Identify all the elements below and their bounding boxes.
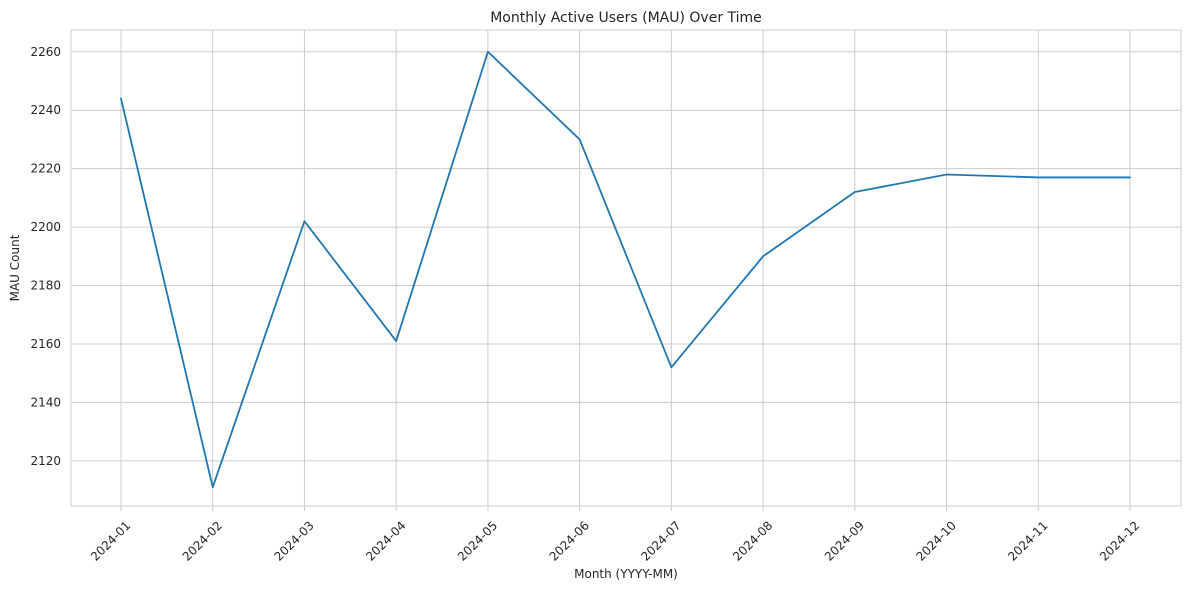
y-axis-title: MAU Count: [8, 234, 22, 301]
grid: [71, 30, 1181, 506]
x-tick-label: 2024-01: [88, 518, 133, 563]
y-tick-label: 2140: [30, 395, 61, 409]
x-tick-label: 2024-10: [914, 518, 959, 563]
x-axis: 2024-01 2024-02 2024-03 2024-04 2024-05 2024-…: [88, 506, 1142, 564]
x-tick-label: 2024-05: [455, 518, 500, 563]
y-axis: 2120 2140 2160 2180 2200 2220 2240 2260: [30, 45, 61, 468]
x-tick-label: 2024-04: [363, 518, 408, 563]
x-tick-label: 2024-03: [271, 518, 316, 563]
x-tick-label: 2024-02: [180, 518, 225, 563]
x-tick-label: 2024-11: [1005, 518, 1050, 563]
y-tick-label: 2260: [30, 45, 61, 59]
x-tick-label: 2024-12: [1097, 518, 1142, 563]
y-tick-label: 2200: [30, 220, 61, 234]
x-axis-title: Month (YYYY-MM): [574, 567, 678, 581]
y-tick-label: 2180: [30, 279, 61, 293]
plot-frame: [70, 29, 1182, 507]
y-tick-label: 2240: [30, 103, 61, 117]
series-layer: [120, 50, 1131, 489]
x-tick-label: 2024-08: [730, 518, 775, 563]
x-tick-label: 2024-06: [547, 518, 592, 563]
y-tick-label: 2220: [30, 162, 61, 176]
y-tick-label: 2120: [30, 454, 61, 468]
chart-title: Monthly Active Users (MAU) Over Time: [490, 10, 762, 26]
series-line: [120, 50, 1131, 489]
x-tick-label: 2024-09: [822, 518, 867, 563]
x-tick-label: 2024-07: [638, 518, 683, 563]
y-tick-label: 2160: [30, 337, 61, 351]
